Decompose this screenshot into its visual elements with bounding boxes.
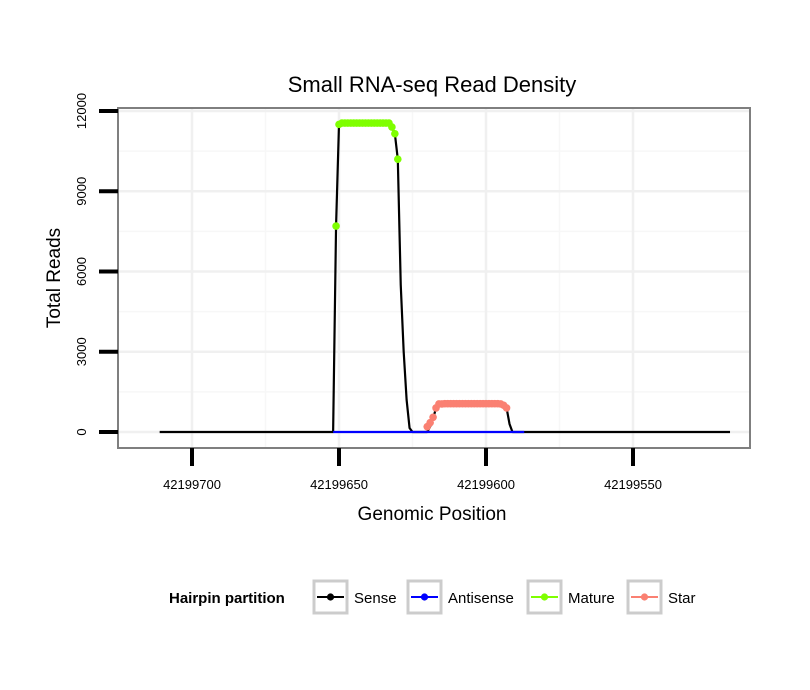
y-tick-label: 3000 <box>74 337 89 366</box>
data-point-mature <box>332 222 340 230</box>
legend-items: Sense Antisense Mature Star <box>312 579 696 615</box>
legend-item-sense: Sense <box>312 579 397 615</box>
x-axis-title: Genomic Position <box>358 504 507 525</box>
y-axis-title: Total Reads <box>44 228 65 328</box>
series-layer <box>159 119 731 434</box>
legend-key-point <box>326 593 335 601</box>
legend-label: Antisense <box>448 590 514 607</box>
plot-panel <box>117 107 751 449</box>
legend: Hairpin partition Sense Antisense Mature St… <box>169 579 696 615</box>
legend-label: Star <box>668 590 696 607</box>
axis-ticks: 0 3000 6000 9000 12000 42199700 42199650 421996… <box>74 93 662 492</box>
legend-item-antisense: Antisense <box>406 579 514 615</box>
data-point-star <box>429 413 437 422</box>
x-tick-label: 42199700 <box>163 477 221 492</box>
data-point-mature <box>391 129 399 138</box>
y-tick-label: 12000 <box>74 93 89 129</box>
legend-key-point <box>420 593 429 601</box>
chart-title: Small RNA-seq Read Density <box>288 72 577 97</box>
data-point-mature <box>388 123 396 131</box>
x-tick-label: 42199550 <box>604 477 662 492</box>
x-tick-label: 42199600 <box>457 477 515 492</box>
y-tick-label: 0 <box>74 428 89 435</box>
data-point-star <box>502 404 511 412</box>
legend-label: Sense <box>354 590 397 607</box>
legend-key-point <box>540 593 549 601</box>
y-tick-label: 9000 <box>74 177 89 206</box>
legend-key-point <box>640 593 649 601</box>
data-point-mature <box>394 155 402 163</box>
legend-item-star: Star <box>626 579 696 615</box>
legend-title: Hairpin partition <box>169 590 285 607</box>
y-tick-label: 6000 <box>74 257 89 286</box>
legend-item-mature: Mature <box>526 579 615 615</box>
x-tick-label: 42199650 <box>310 477 368 492</box>
legend-label: Mature <box>568 590 615 607</box>
